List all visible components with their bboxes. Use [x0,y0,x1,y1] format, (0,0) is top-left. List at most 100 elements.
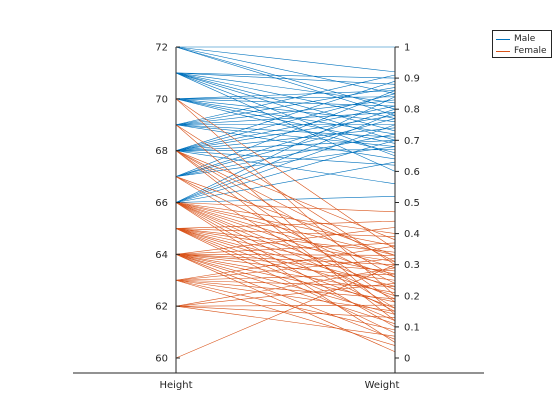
data-line-female [175,267,396,307]
weight-tick-label: 0.9 [404,74,420,85]
data-line-male [175,90,396,177]
data-line-female [175,283,396,307]
data-line-male [175,146,396,177]
data-line-male [175,127,396,151]
legend-label-male: Male [514,34,536,44]
legend-swatch-female [496,50,510,52]
data-line-female [175,228,396,275]
data-line-male [175,46,396,73]
series-male [175,46,396,203]
data-line-male [175,90,396,100]
data-line-female [175,254,396,293]
data-line-male [175,72,396,104]
data-line-female [175,202,396,256]
data-line-female [175,254,396,303]
data-line-female [175,279,396,331]
data-line-male [175,87,396,126]
height-tick-label: 64 [155,250,168,261]
data-line-female [175,304,396,307]
data-line-female [175,176,396,256]
data-line-female [175,228,396,309]
data-line-female [175,202,396,234]
data-line-male [175,93,396,151]
height-tick-label: 70 [155,94,168,105]
data-line-female [175,202,396,343]
data-line-male [175,124,396,147]
height-tick-label: 62 [155,302,168,313]
data-line-female [175,242,396,255]
weight-tick-label: 1 [404,43,410,54]
data-lines [175,46,396,359]
data-line-female [175,202,396,312]
data-line-female [175,279,396,300]
data-line-male [175,115,396,151]
data-line-female [175,176,396,284]
data-line-female [175,202,396,247]
data-line-male [175,98,396,122]
weight-tick-label: 0.1 [404,322,420,333]
data-line-male [175,150,396,166]
data-line-female [175,273,396,281]
data-line-female [175,279,396,346]
data-line-female [175,228,396,238]
weight-tick-label: 0.6 [404,167,420,178]
data-line-male [175,96,396,100]
height-tick-label: 60 [155,354,168,365]
data-line-male [175,133,396,177]
data-line-female [175,279,396,312]
axes: 60 62 64 66 68 70 72 0 0.1 0.2 0.3 0.4 0.5 0.6 0.7 0.8 0… [73,43,484,391]
data-line-male [175,112,396,203]
weight-tick-label: 0.3 [404,260,420,271]
data-line-male [175,105,396,151]
data-line-female [175,228,396,297]
data-line-male [175,124,396,160]
legend-entry-male: Male [496,33,535,45]
data-line-female [175,202,396,300]
data-line-female [175,228,396,262]
data-line-female [175,254,396,340]
data-line-male [175,46,396,94]
legend-swatch-male [496,38,510,40]
data-line-female [175,264,396,359]
data-line-male [175,99,396,126]
data-line-female [175,228,396,334]
height-tick-label: 68 [155,146,168,157]
legend-label-female: Female [514,46,547,56]
data-line-female [175,254,396,325]
data-line-male [175,72,396,141]
series-female [175,98,396,359]
data-line-male [175,124,396,138]
data-line-female [175,245,396,281]
data-line-female [175,228,396,287]
data-line-female [175,98,396,250]
data-line-female [175,254,396,256]
data-line-male [175,72,396,119]
height-tick-label: 72 [155,43,168,54]
data-line-male [175,140,396,203]
weight-tick-label: 0.4 [404,229,420,240]
axis-label-height: Height [159,380,192,391]
data-line-female [175,150,396,262]
data-line-female [175,150,396,321]
data-line-female [175,254,396,353]
weight-tick-label: 0.2 [404,291,420,302]
height-tick-label: 66 [155,198,168,209]
weight-tick-label: 0 [404,354,410,365]
data-line-male [175,118,396,177]
data-line-female [175,220,396,229]
legend-entry-female: Female [496,45,547,57]
data-line-female [175,254,396,265]
weight-tick-label: 0.7 [404,136,420,147]
data-line-male [175,98,396,144]
data-line-female [175,227,396,255]
data-line-female [175,254,396,315]
data-line-male [175,161,396,203]
data-line-male [175,149,396,151]
data-line-female [175,305,396,318]
weight-tick-label: 0.8 [404,105,420,116]
data-line-female [175,124,396,265]
data-line-female [175,228,396,253]
data-line-male [175,74,396,126]
data-line-female [175,202,396,269]
